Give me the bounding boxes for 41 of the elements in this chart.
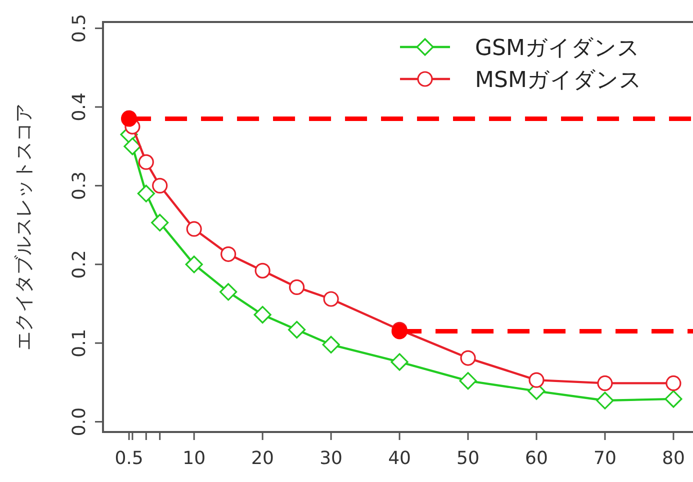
legend-label: MSMガイダンス bbox=[475, 68, 642, 93]
x-tick-label: 50 bbox=[456, 448, 480, 469]
y-axis-title: エクイタブルスレットスコア bbox=[13, 104, 35, 350]
point bbox=[528, 372, 544, 388]
y-tick-label: 0.3 bbox=[69, 171, 90, 200]
point bbox=[254, 262, 270, 278]
y-tick-label: 0.4 bbox=[69, 92, 90, 122]
x-tick-label: 30 bbox=[320, 448, 342, 469]
point bbox=[289, 279, 305, 295]
x-tick-label: 0.5 bbox=[114, 448, 144, 469]
x-tick-label: 80 bbox=[662, 448, 685, 469]
point bbox=[596, 392, 614, 410]
point bbox=[390, 353, 408, 371]
y-tick-label: 0.2 bbox=[69, 250, 90, 279]
x-tick-label: 10 bbox=[182, 448, 206, 469]
point bbox=[138, 154, 154, 170]
point bbox=[597, 375, 613, 392]
point bbox=[666, 375, 682, 392]
x-tick-label: 60 bbox=[525, 448, 548, 469]
point bbox=[664, 390, 682, 408]
point bbox=[254, 306, 272, 324]
point bbox=[152, 178, 168, 194]
point bbox=[459, 372, 477, 390]
point bbox=[151, 214, 169, 232]
point bbox=[186, 221, 202, 237]
legend-label: GSMガイダンス bbox=[475, 36, 640, 61]
x-tick-label: 20 bbox=[251, 448, 274, 469]
x-tick-label: 40 bbox=[388, 448, 411, 469]
point bbox=[220, 283, 238, 301]
point bbox=[185, 256, 203, 274]
y-tick-label: 0.5 bbox=[69, 14, 90, 43]
point bbox=[137, 184, 155, 202]
point bbox=[460, 350, 476, 366]
point bbox=[220, 246, 236, 262]
point bbox=[124, 138, 142, 156]
y-tick-label: 0.1 bbox=[69, 328, 90, 358]
point bbox=[322, 336, 340, 354]
point bbox=[288, 320, 306, 338]
y-tick-label: 0.0 bbox=[69, 407, 90, 436]
x-tick-label: 70 bbox=[594, 448, 616, 469]
point bbox=[323, 291, 339, 307]
